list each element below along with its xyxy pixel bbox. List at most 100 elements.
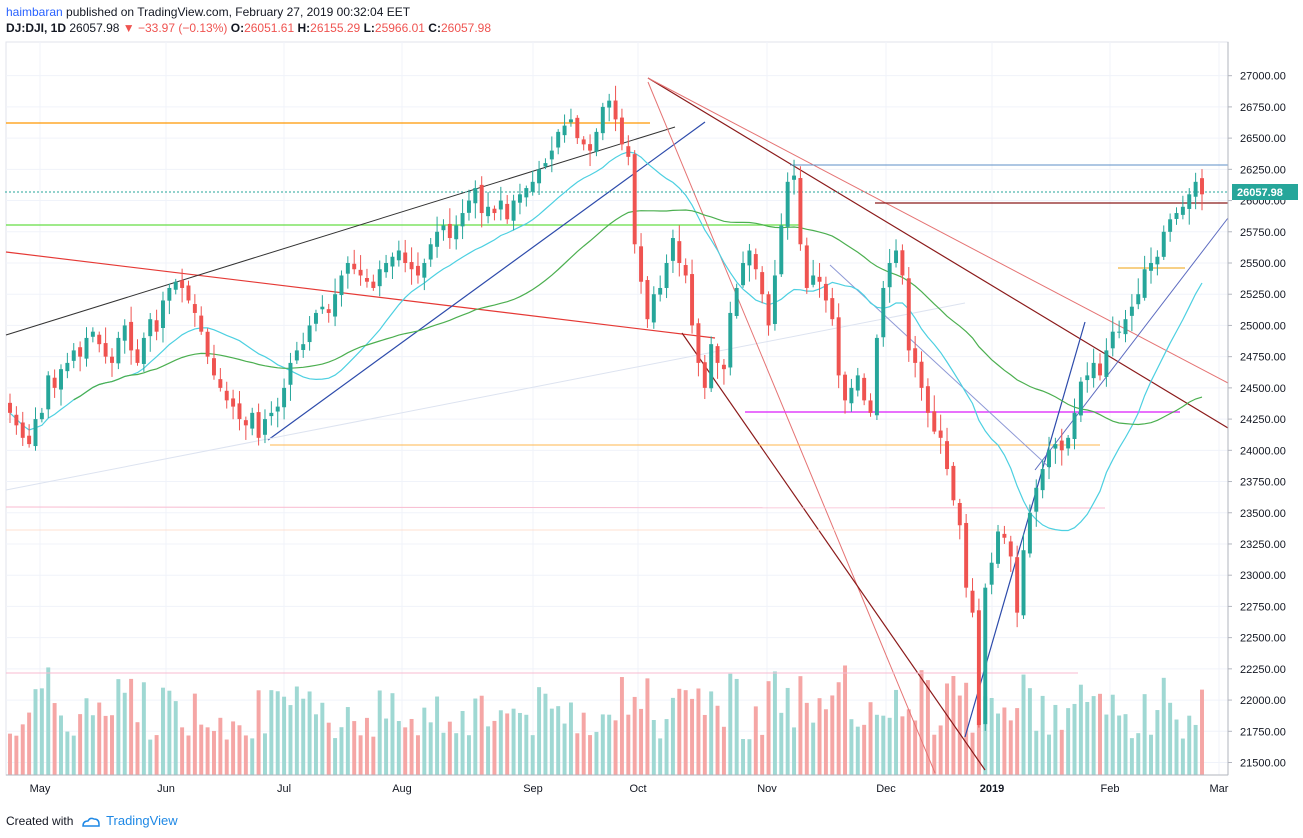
symbol-label: DJ:DJI, 1D [6, 21, 67, 35]
volume-bar [27, 712, 32, 775]
candle-body [1136, 294, 1141, 305]
volume-bar [1008, 720, 1013, 775]
volume-bar [161, 687, 165, 775]
candle-body [658, 287, 663, 295]
volume-bar [454, 733, 459, 775]
candle-body [881, 287, 886, 338]
candle-body [1027, 512, 1032, 554]
volume-bar [1015, 708, 1020, 775]
x-tick-label: Dec [876, 783, 896, 795]
volume-bar [180, 727, 185, 775]
volume-bar [435, 696, 440, 775]
candle-body [517, 194, 522, 203]
candle-body [690, 274, 695, 326]
candle-body [734, 287, 739, 316]
volume-bar [479, 695, 484, 775]
candle-body [46, 375, 51, 410]
volume-bar [1193, 724, 1198, 775]
candle-body [887, 262, 892, 288]
candle-body [728, 312, 733, 368]
volume-bar [505, 713, 510, 775]
volume-bar [925, 680, 930, 775]
volume-bar [600, 714, 605, 775]
volume-bar [122, 692, 127, 775]
candle-body [836, 317, 841, 376]
y-axis[interactable]: 27000.0026750.0026500.0026250.0026000.00… [1227, 42, 1286, 775]
trendline-red [5, 251, 716, 339]
volume-bar [301, 698, 306, 775]
volume-bar [677, 688, 682, 775]
candle-body [52, 377, 57, 388]
candle-body [702, 362, 707, 388]
x-axis[interactable]: May Jun Jul Aug Sep Oct Nov Dec 2019 Feb Mar [6, 774, 1229, 795]
candle-body [269, 412, 274, 417]
volume-bar [855, 726, 860, 775]
candle-body [855, 375, 860, 391]
candle-body [530, 181, 535, 192]
candle-body [447, 223, 452, 239]
volume-bar [747, 739, 752, 775]
volume-bar [670, 697, 675, 775]
candle-body [122, 325, 127, 341]
volume-bar [772, 671, 777, 775]
volume-bar [741, 739, 746, 775]
trendline-drawings [5, 77, 1229, 774]
volume-bar [492, 720, 497, 775]
volume-bar [715, 705, 720, 775]
last-price-text: 26057.98 [1237, 187, 1283, 199]
candle-body [498, 200, 503, 210]
candle-body [626, 146, 631, 157]
candle-body [161, 300, 165, 329]
candle-body [1174, 213, 1179, 219]
candle-body [14, 414, 19, 426]
candle-body [670, 238, 675, 261]
volume-bar [52, 703, 57, 775]
candle-body [830, 298, 835, 320]
volume-bar [728, 673, 733, 775]
volume-bar [1200, 689, 1204, 775]
candle-body [320, 306, 325, 310]
volume-bar [154, 735, 159, 775]
volume-bar [581, 712, 586, 775]
volume-bar [836, 682, 841, 775]
volume-bar [1155, 710, 1160, 775]
volume-bar [135, 722, 140, 775]
candle-body [874, 337, 879, 416]
volume-bar [333, 738, 338, 775]
tradingview-brand[interactable]: TradingView [106, 813, 178, 828]
candle-body [989, 562, 994, 585]
candle-body [976, 610, 981, 726]
candle-body [1072, 412, 1077, 440]
candle-body [390, 256, 395, 267]
footer: Created with TradingView [6, 813, 178, 828]
candle-body [556, 131, 561, 148]
open-value: 26051.61 [244, 21, 295, 35]
candle-body [59, 369, 63, 390]
candle-body [1142, 269, 1147, 298]
candle-body [180, 280, 185, 288]
candle-body [20, 422, 25, 438]
published-text: published on TradingView.com, February 2… [66, 5, 411, 19]
candle-body [186, 285, 191, 301]
x-tick-label: Jun [157, 783, 175, 795]
price-change: ▼ −33.97 (−0.13%) [122, 21, 228, 35]
volume-bar [345, 707, 350, 775]
candle-body [1091, 362, 1096, 379]
volume-bar [766, 681, 771, 775]
candle-body [1110, 331, 1115, 349]
candle-body [741, 262, 746, 286]
candle-body [970, 590, 975, 613]
volume-bar [996, 713, 1000, 775]
volume-bar [594, 731, 599, 775]
volume-bar [415, 735, 420, 775]
volume-bar [1053, 704, 1058, 775]
volume-bar [664, 719, 669, 775]
candle-body [957, 503, 962, 526]
volume-bar [753, 706, 758, 775]
candle-body [1078, 381, 1083, 416]
author-link[interactable]: haimbaran [6, 5, 63, 19]
volume-bar [517, 712, 522, 775]
candle-body [39, 412, 44, 420]
y-tick-label: 26500.00 [1240, 133, 1286, 145]
